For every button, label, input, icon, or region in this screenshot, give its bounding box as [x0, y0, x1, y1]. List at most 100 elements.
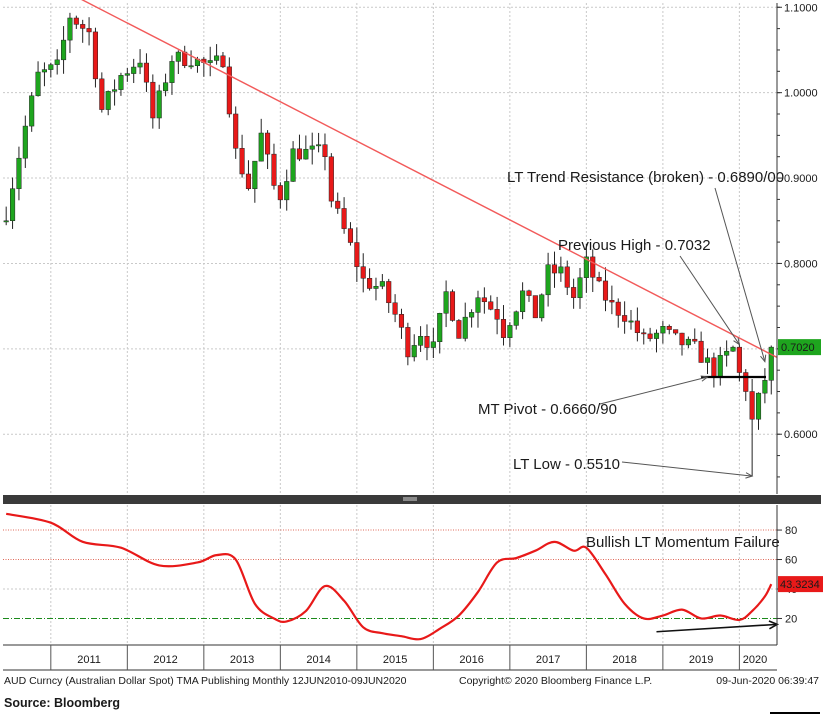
price-candles: [3, 12, 774, 477]
candle: [762, 368, 768, 404]
candle: [143, 53, 149, 92]
candle: [233, 106, 239, 159]
source-label: Source: Bloomberg: [4, 696, 120, 710]
momentum-gridlines: [3, 505, 777, 645]
candle: [443, 280, 449, 328]
candle: [124, 67, 130, 82]
candle: [322, 133, 328, 171]
candle: [456, 319, 462, 339]
candle: [99, 72, 105, 113]
candle: [309, 132, 315, 165]
candle: [265, 130, 271, 170]
candle: [379, 274, 385, 290]
price-panel: LT Trend Resistance (broken) - 0.6890/00…: [3, 0, 821, 494]
candle: [730, 345, 736, 352]
price-y-axis: 0.60000.70000.80000.90001.00001.10000.70…: [776, 2, 821, 494]
candle: [532, 295, 538, 319]
candle: [634, 307, 640, 342]
candle: [48, 62, 54, 78]
candle: [666, 324, 672, 335]
candle: [86, 17, 92, 46]
price-gridlines: [3, 3, 777, 494]
candle: [245, 160, 252, 191]
candle: [214, 44, 220, 65]
candle: [3, 206, 9, 226]
x-tick-label: 2013: [230, 654, 254, 666]
candle: [615, 298, 621, 328]
candle: [755, 392, 762, 430]
x-tick-label: 2017: [536, 654, 560, 666]
candle: [494, 296, 500, 335]
candle: [341, 197, 347, 234]
candle: [328, 153, 334, 208]
candle: [653, 329, 660, 353]
x-tick-label: 2016: [459, 654, 483, 666]
candle: [347, 222, 354, 246]
candle: [239, 134, 245, 178]
x-tick-label: 2015: [383, 654, 407, 666]
trend-line: [81, 0, 778, 358]
candle: [564, 260, 570, 296]
candle: [507, 322, 513, 347]
last-momentum-badge: [778, 576, 823, 593]
candle: [226, 57, 232, 118]
candle: [163, 73, 169, 97]
candle: [704, 348, 711, 375]
price-annotation: LT Low - 0.5510: [513, 456, 754, 479]
candle: [112, 79, 118, 106]
candle: [252, 160, 258, 203]
candle: [551, 251, 558, 288]
candle: [131, 58, 137, 84]
candle: [583, 243, 589, 293]
candle: [500, 305, 507, 346]
momentum-line: [5, 512, 773, 641]
candle: [10, 177, 16, 229]
price-y-tick-label: 1.0000: [784, 88, 818, 100]
panel-separator-handle[interactable]: [403, 497, 417, 501]
price-panel-frame: [3, 3, 777, 494]
candle: [271, 143, 277, 190]
candle: [61, 26, 67, 74]
annotation-leader: [679, 255, 740, 345]
candle: [418, 326, 424, 352]
candle: [296, 134, 303, 162]
price-y-tick-label: 0.9000: [784, 173, 818, 185]
candle: [29, 92, 35, 132]
candle: [526, 289, 532, 302]
annotation-leader: [621, 461, 753, 477]
price-annotation: Previous High - 0.7032: [558, 237, 741, 346]
candle: [698, 331, 704, 363]
candle: [743, 369, 749, 402]
x-tick-label: 2011: [77, 654, 101, 666]
momentum-annotation-text: Bullish LT Momentum Failure: [586, 534, 780, 551]
candle: [424, 324, 430, 361]
price-y-tick-label: 1.1000: [784, 2, 818, 14]
candle: [35, 61, 41, 97]
candle: [602, 267, 609, 312]
annotation-text: LT Low - 0.5510: [513, 456, 620, 473]
candle: [545, 252, 551, 307]
candle: [41, 62, 47, 87]
candle: [335, 192, 341, 214]
annotation-leader: [599, 376, 708, 405]
candle: [80, 19, 86, 43]
candle: [67, 12, 73, 53]
candle: [749, 379, 755, 477]
candle: [430, 327, 436, 359]
candle: [290, 141, 296, 182]
candle: [571, 278, 577, 309]
candle: [316, 132, 322, 153]
candle: [188, 50, 194, 70]
candle: [411, 334, 417, 362]
price-annotation: MT Pivot - 0.6660/90: [478, 375, 709, 418]
candle: [539, 293, 545, 322]
footer-timestamp: 09-Jun-2020 06:39:47: [716, 675, 819, 687]
footer-ticker: AUD Curncy (Australian Dollar Spot) TMA …: [4, 675, 407, 687]
last-momentum-label: 43.3234: [780, 579, 820, 591]
momentum-panel: Bullish LT Momentum Failure 2040608043.3…: [3, 505, 823, 645]
candle: [590, 249, 596, 293]
candle: [724, 340, 730, 367]
candle: [488, 295, 494, 311]
momentum-y-tick-label: 80: [785, 525, 797, 537]
candle: [685, 336, 691, 349]
